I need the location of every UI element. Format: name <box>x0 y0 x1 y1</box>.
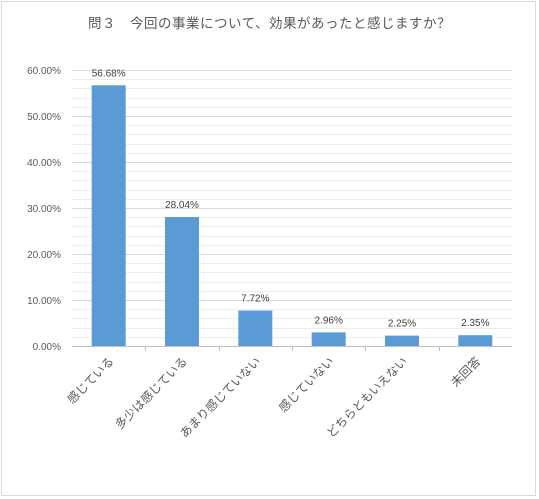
y-tick-label: 0.00% <box>33 342 61 353</box>
category-label: どちらともいえない <box>324 354 410 440</box>
bar <box>238 310 273 346</box>
bar <box>458 335 493 346</box>
y-tick-label: 10.00% <box>27 296 61 307</box>
bar <box>165 217 199 346</box>
data-label: 56.68% <box>92 68 126 79</box>
y-tick-label: 50.00% <box>27 112 61 123</box>
category-label: あまり感じていない <box>176 354 263 441</box>
bar <box>385 335 419 346</box>
bar <box>311 332 346 346</box>
category-label: 未回答 <box>447 354 483 390</box>
y-tick-label: 30.00% <box>27 204 61 215</box>
category-label: 感じている <box>64 354 117 407</box>
category-label: 多少は感じている <box>112 354 190 432</box>
data-label: 7.72% <box>241 293 269 304</box>
data-label: 28.04% <box>165 200 199 211</box>
y-tick-label: 20.00% <box>27 250 61 261</box>
chart-title: 問３ 今回の事業について、効果があったと感じますか？ <box>88 16 451 32</box>
data-label: 2.35% <box>461 318 489 329</box>
bar <box>91 85 126 346</box>
y-tick-label: 40.00% <box>27 158 61 169</box>
category-label: 感じていない <box>275 354 337 416</box>
data-label: 2.25% <box>388 319 416 330</box>
y-tick-label: 60.00% <box>27 66 61 77</box>
data-label: 2.96% <box>314 315 342 326</box>
